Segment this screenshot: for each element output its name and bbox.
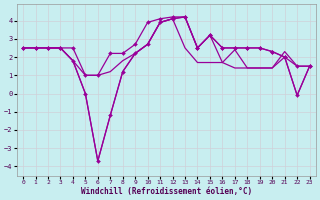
X-axis label: Windchill (Refroidissement éolien,°C): Windchill (Refroidissement éolien,°C) bbox=[81, 187, 252, 196]
